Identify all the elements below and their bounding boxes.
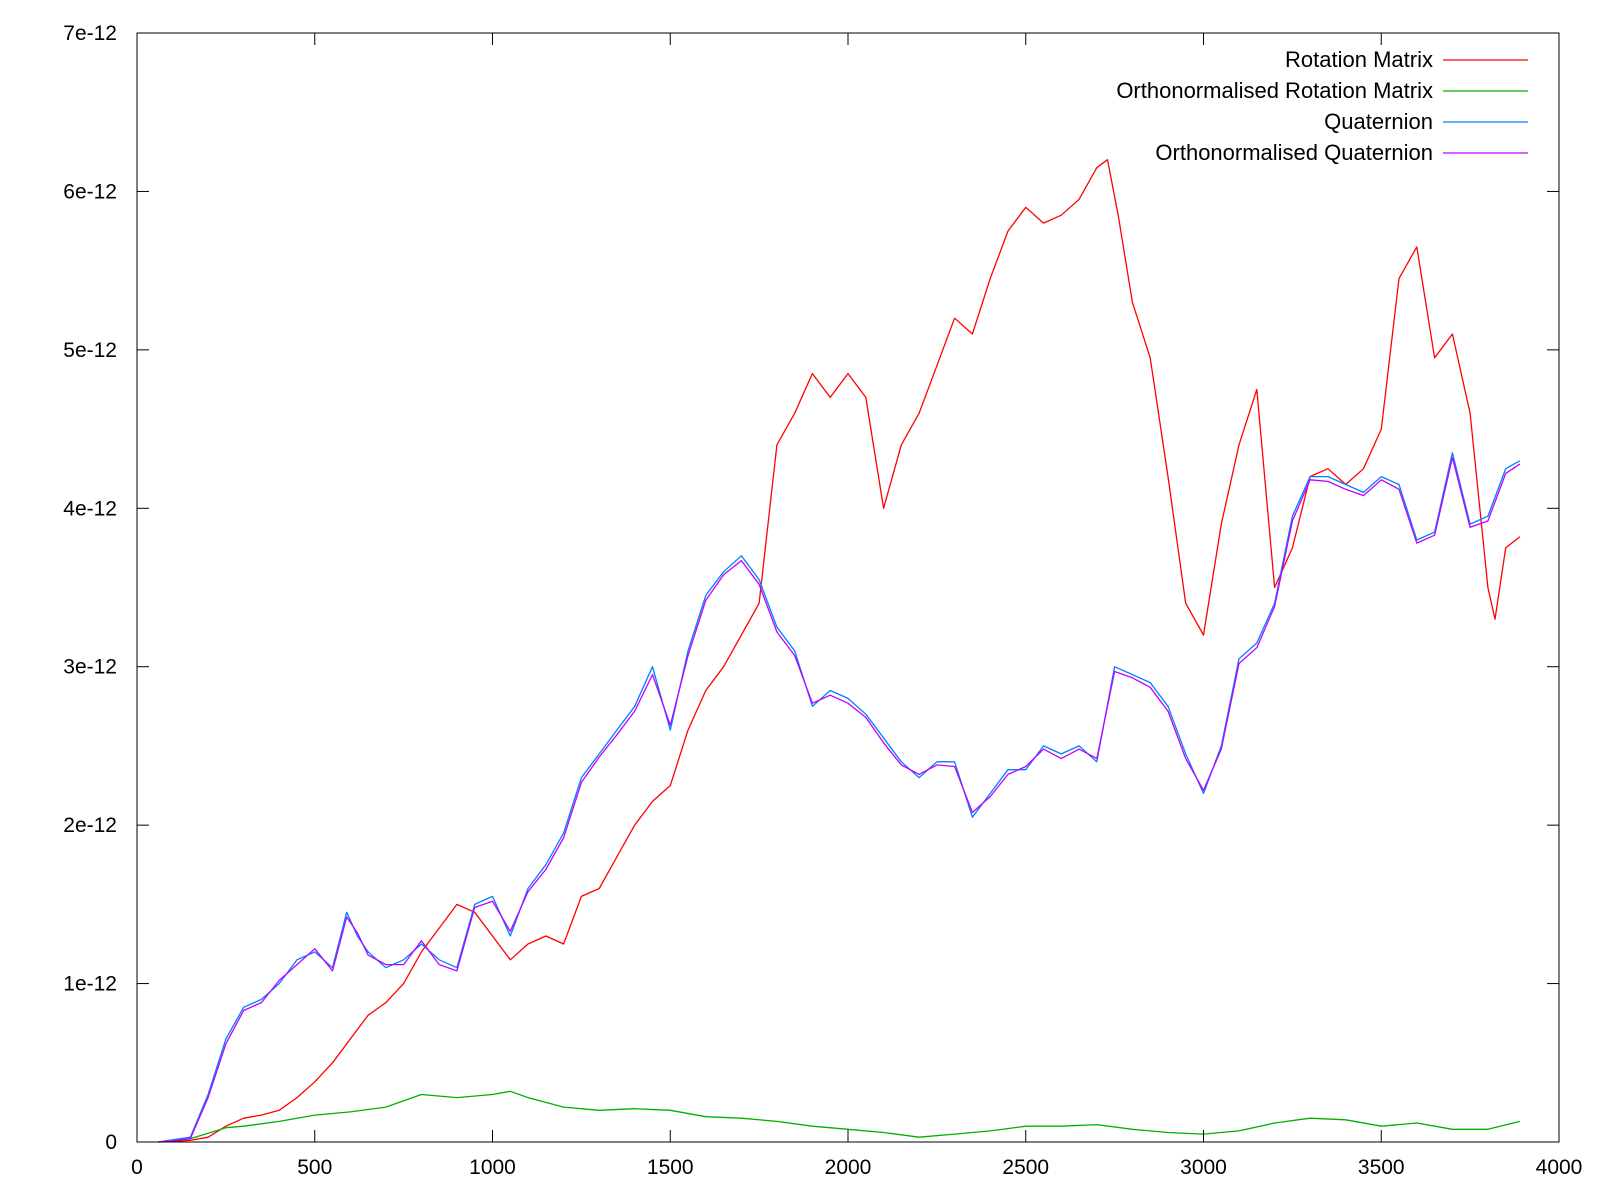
y-tick-label: 7e-12 <box>63 22 117 45</box>
series-line-1 <box>158 1090 1521 1143</box>
y-tick-label: 0 <box>105 1131 117 1154</box>
y-tick-label: 3e-12 <box>63 656 117 679</box>
y-tick-label: 6e-12 <box>63 180 117 203</box>
plot-area <box>158 159 1521 1143</box>
x-tick-label: 0 <box>131 1156 143 1179</box>
legend-label: Orthonormalised Rotation Matrix <box>1116 78 1433 103</box>
series-line-2 <box>158 452 1521 1143</box>
x-tick-label: 3500 <box>1358 1156 1405 1179</box>
y-tick-label: 5e-12 <box>63 339 117 362</box>
legend-label: Orthonormalised Quaternion <box>1155 140 1433 165</box>
series-line-3 <box>158 456 1521 1143</box>
x-tick-label: 2000 <box>825 1156 872 1179</box>
y-tick-label: 1e-12 <box>63 973 117 996</box>
x-tick-label: 500 <box>297 1156 332 1179</box>
x-tick-label: 1000 <box>469 1156 516 1179</box>
legend-label: Rotation Matrix <box>1285 47 1433 72</box>
x-tick-label: 1500 <box>647 1156 694 1179</box>
y-tick-label: 4e-12 <box>63 497 117 520</box>
x-tick-label: 3000 <box>1180 1156 1227 1179</box>
legend-label: Quaternion <box>1324 109 1433 134</box>
legend: Rotation Matrix Orthonormalised Rotation … <box>1116 47 1528 165</box>
x-tick-label: 4000 <box>1536 1156 1583 1179</box>
y-tick-label: 2e-12 <box>63 814 117 837</box>
axes: 0 500 1000 1500 2000 2500 3000 3500 4000 0 1e-12 2e… <box>63 22 1582 1179</box>
x-tick-label: 2500 <box>1002 1156 1049 1179</box>
